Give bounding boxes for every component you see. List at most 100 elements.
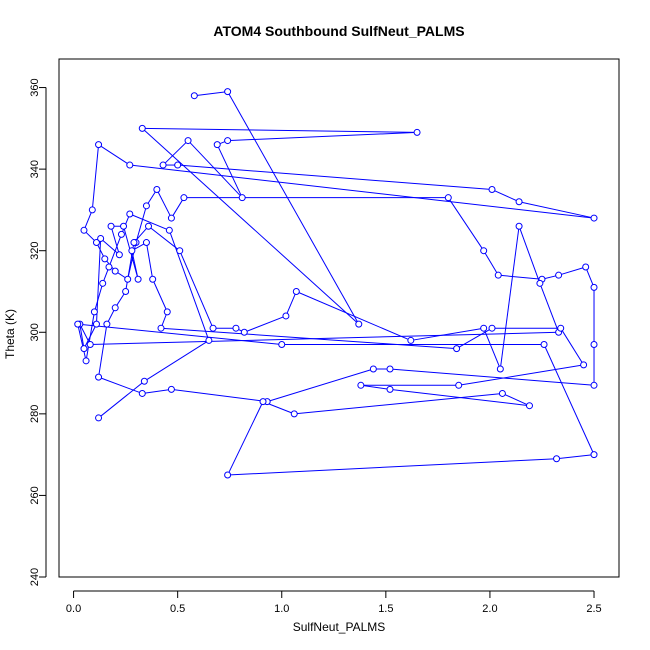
series-segment xyxy=(227,458,557,476)
data-point xyxy=(122,287,130,295)
series-segment xyxy=(108,234,122,268)
data-point xyxy=(386,365,394,373)
series-segment xyxy=(456,327,493,350)
data-point xyxy=(88,206,96,214)
data-point xyxy=(163,308,171,316)
data-point xyxy=(224,471,232,479)
series-segment xyxy=(131,250,139,280)
series-segment xyxy=(129,164,595,219)
data-point xyxy=(480,324,488,332)
series-segment xyxy=(294,392,503,415)
data-point xyxy=(74,320,82,328)
data-point xyxy=(357,381,365,389)
plot-frame xyxy=(58,58,620,578)
series-segment xyxy=(98,380,145,419)
data-point xyxy=(369,365,377,373)
data-point xyxy=(103,320,111,328)
series-segment xyxy=(360,384,391,390)
series-segment xyxy=(85,311,95,361)
series-segment xyxy=(267,368,374,403)
data-point xyxy=(355,320,363,328)
data-point xyxy=(149,275,157,283)
data-point xyxy=(167,214,175,222)
data-point xyxy=(124,275,132,283)
x-tick-label: 0.5 xyxy=(170,603,185,615)
series-segment xyxy=(148,225,181,252)
data-point xyxy=(282,312,290,320)
data-point xyxy=(590,214,598,222)
series-segment xyxy=(389,368,595,386)
series-segment xyxy=(110,226,120,255)
series-segment xyxy=(98,324,108,378)
series-segment xyxy=(152,279,168,313)
data-point xyxy=(413,128,421,136)
chart-title: ATOM4 Southbound SulfNeut_PALMS xyxy=(213,23,464,39)
series-segment xyxy=(216,144,243,198)
data-point xyxy=(138,124,146,132)
data-point xyxy=(480,247,488,255)
data-point xyxy=(515,198,523,206)
data-point xyxy=(453,345,461,353)
series-segment xyxy=(93,283,104,313)
data-point xyxy=(590,381,598,389)
data-point xyxy=(590,451,598,459)
data-point xyxy=(557,324,565,332)
x-axis: 0.0 0.5 1.0 1.5 2.0 2.5 xyxy=(66,590,602,615)
series-segment xyxy=(77,323,282,346)
series-segment xyxy=(410,327,484,341)
data-point xyxy=(174,161,182,169)
series-segment xyxy=(227,401,264,476)
y-tick-label: 240 xyxy=(29,568,41,586)
series-segment xyxy=(171,388,268,403)
data-point xyxy=(111,267,119,275)
series-segment xyxy=(168,230,210,341)
data-point xyxy=(159,161,167,169)
data-point xyxy=(232,324,240,332)
data-point xyxy=(140,377,148,385)
series-segment xyxy=(79,323,91,345)
data-point xyxy=(582,263,590,271)
data-point xyxy=(590,341,598,349)
data-point xyxy=(278,341,286,349)
series-segment xyxy=(162,140,189,166)
series-segment xyxy=(160,327,457,350)
data-point xyxy=(494,271,502,279)
series-segment xyxy=(227,131,418,142)
data-point xyxy=(224,88,232,96)
series-segment xyxy=(244,315,287,333)
series-segment xyxy=(560,327,585,366)
series-points xyxy=(74,88,598,479)
series-segment xyxy=(170,197,185,219)
data-point xyxy=(80,226,88,234)
series-segment xyxy=(483,250,499,276)
y-tick-label: 320 xyxy=(29,242,41,260)
data-point xyxy=(101,255,109,263)
series-segment xyxy=(543,344,595,455)
data-point xyxy=(134,275,142,283)
data-point xyxy=(138,389,146,397)
series-segment xyxy=(135,205,147,243)
data-point xyxy=(553,455,561,463)
data-point xyxy=(128,247,136,255)
data-point xyxy=(126,210,134,218)
series-segment xyxy=(144,340,210,382)
data-point xyxy=(238,194,246,202)
data-point xyxy=(555,271,563,279)
data-point xyxy=(111,304,119,312)
series-segment xyxy=(79,324,85,349)
data-point xyxy=(455,381,463,389)
series-segment xyxy=(518,201,595,219)
data-point xyxy=(92,320,100,328)
series-segment xyxy=(296,291,412,341)
data-point xyxy=(107,222,115,230)
data-point xyxy=(145,222,153,230)
data-point xyxy=(259,398,267,406)
series-segment xyxy=(491,189,520,203)
y-tick-label: 360 xyxy=(29,78,41,96)
data-point xyxy=(95,141,103,149)
data-point xyxy=(92,239,100,247)
data-point xyxy=(224,137,232,145)
data-point xyxy=(126,161,134,169)
data-point xyxy=(176,247,184,255)
